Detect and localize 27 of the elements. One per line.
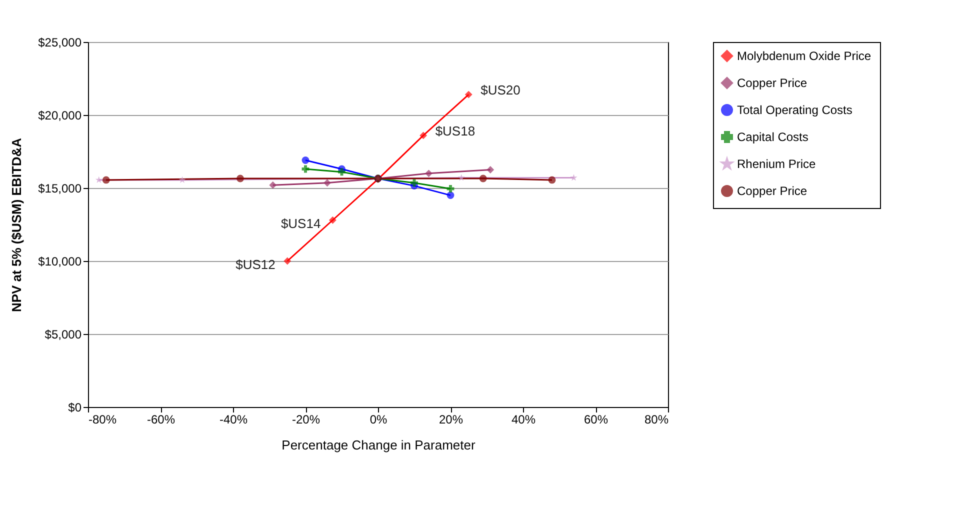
x-tick-label: 40% xyxy=(511,412,536,426)
legend-label: Rhenium Price xyxy=(737,157,816,171)
x-tick-label: 0% xyxy=(370,412,388,426)
legend-label: Total Operating Costs xyxy=(737,103,852,117)
annotation: $US20 xyxy=(480,82,520,98)
x-tick-label: 60% xyxy=(584,412,608,426)
legend-label: Molybdenum Oxide Price xyxy=(737,49,872,63)
y-tick-label: $20,000 xyxy=(38,108,82,122)
legend-label: Capital Costs xyxy=(737,130,808,144)
annotation: $US12 xyxy=(236,257,276,272)
x-tick-label: 80% xyxy=(644,412,669,426)
y-tick-label: $10,000 xyxy=(38,254,82,268)
annotation: $US18 xyxy=(435,123,476,138)
legend-label: Copper Price xyxy=(737,76,808,90)
y-tick-label: $15,000 xyxy=(38,182,82,196)
y-tick-label: $25,000 xyxy=(38,36,82,50)
annotation: $US14 xyxy=(280,216,321,232)
y-tick-label: $5,000 xyxy=(44,328,82,342)
x-tick-label: -40% xyxy=(219,412,248,426)
y-axis-title: NPV at 5% ($USM) EBITD&A xyxy=(9,137,24,312)
y-tick-label: $0 xyxy=(68,400,82,414)
x-tick-label: 20% xyxy=(438,412,464,426)
x-axis-title: Percentage Change in Parameter xyxy=(282,438,476,452)
x-tick-label: -80% xyxy=(88,412,117,426)
x-tick-label: -20% xyxy=(292,412,320,426)
x-tick-label: -60% xyxy=(146,412,176,426)
legend-label: Copper Price xyxy=(737,184,808,198)
